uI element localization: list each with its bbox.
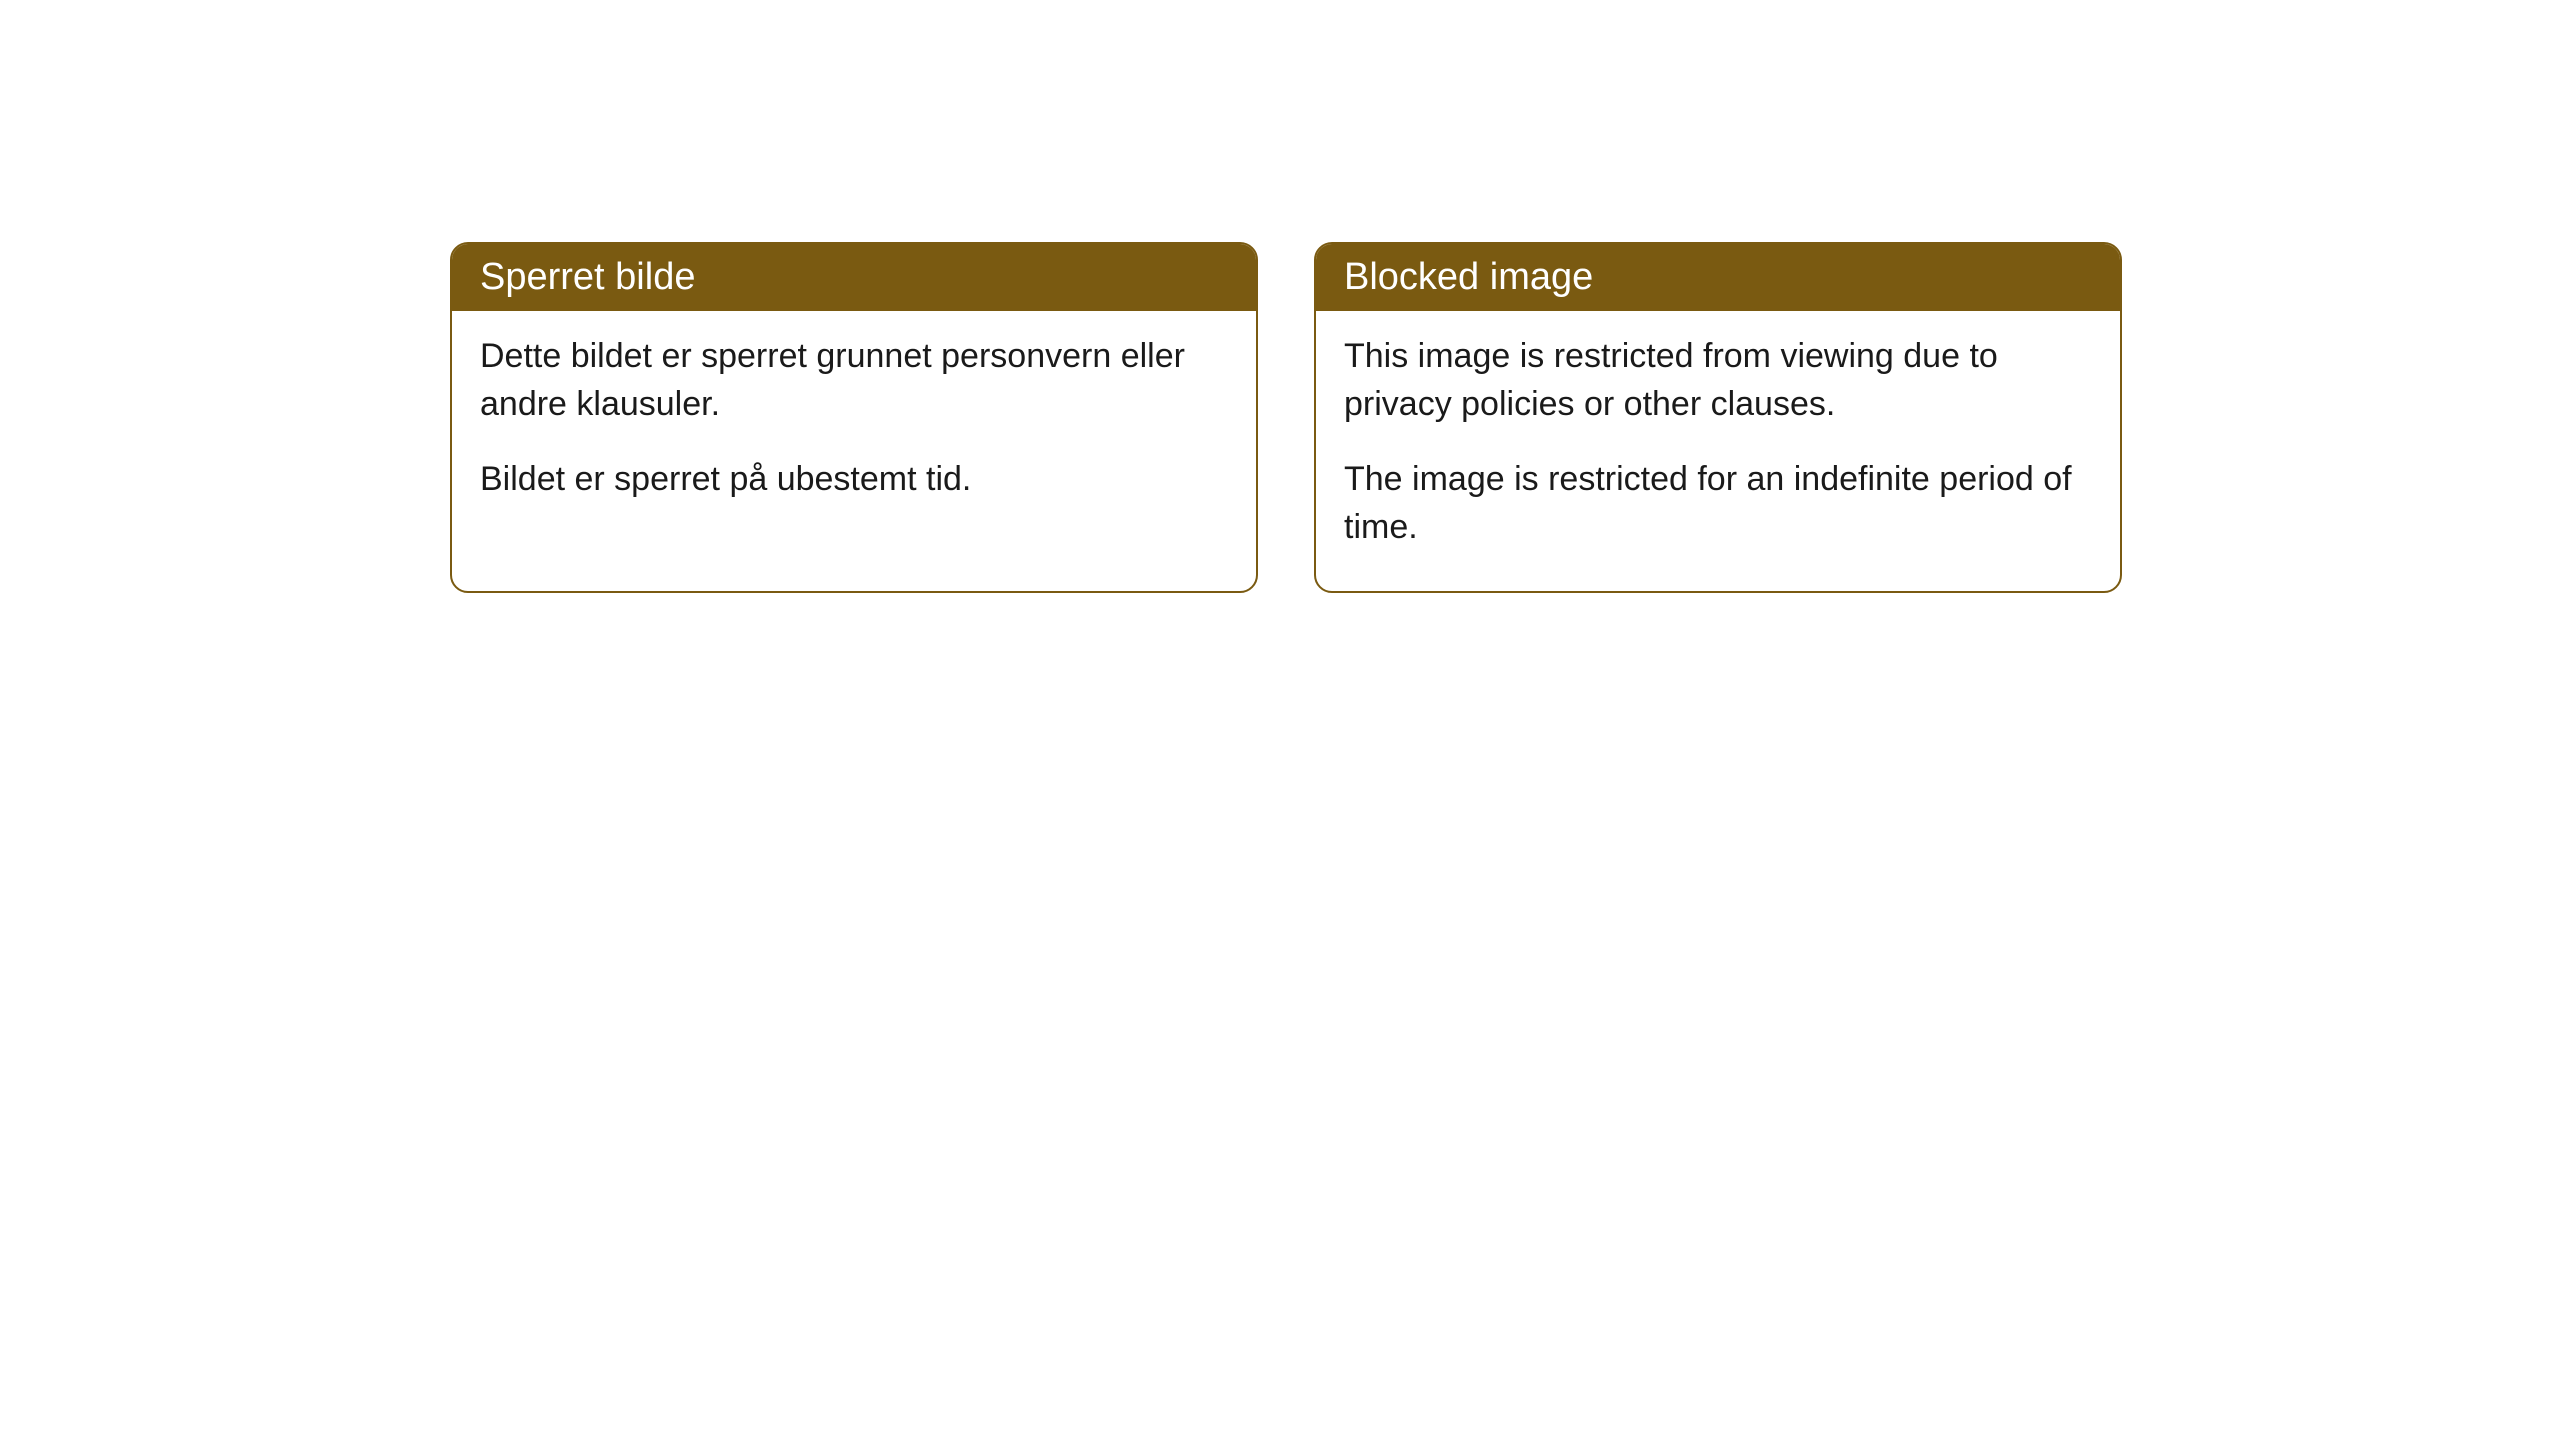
card-paragraph2-english: The image is restricted for an indefinit… xyxy=(1344,456,2092,551)
card-paragraph1-norwegian: Dette bildet er sperret grunnet personve… xyxy=(480,333,1228,428)
card-paragraph2-norwegian: Bildet er sperret på ubestemt tid. xyxy=(480,456,1228,504)
card-english: Blocked image This image is restricted f… xyxy=(1314,242,2122,593)
card-title-norwegian: Sperret bilde xyxy=(480,256,695,298)
card-norwegian: Sperret bilde Dette bildet er sperret gr… xyxy=(450,242,1258,593)
card-header-english: Blocked image xyxy=(1316,244,2120,311)
card-paragraph1-english: This image is restricted from viewing du… xyxy=(1344,333,2092,428)
card-header-norwegian: Sperret bilde xyxy=(452,244,1256,311)
cards-container: Sperret bilde Dette bildet er sperret gr… xyxy=(450,242,2560,593)
card-body-english: This image is restricted from viewing du… xyxy=(1316,311,2120,591)
card-title-english: Blocked image xyxy=(1344,256,1593,298)
card-body-norwegian: Dette bildet er sperret grunnet personve… xyxy=(452,311,1256,544)
